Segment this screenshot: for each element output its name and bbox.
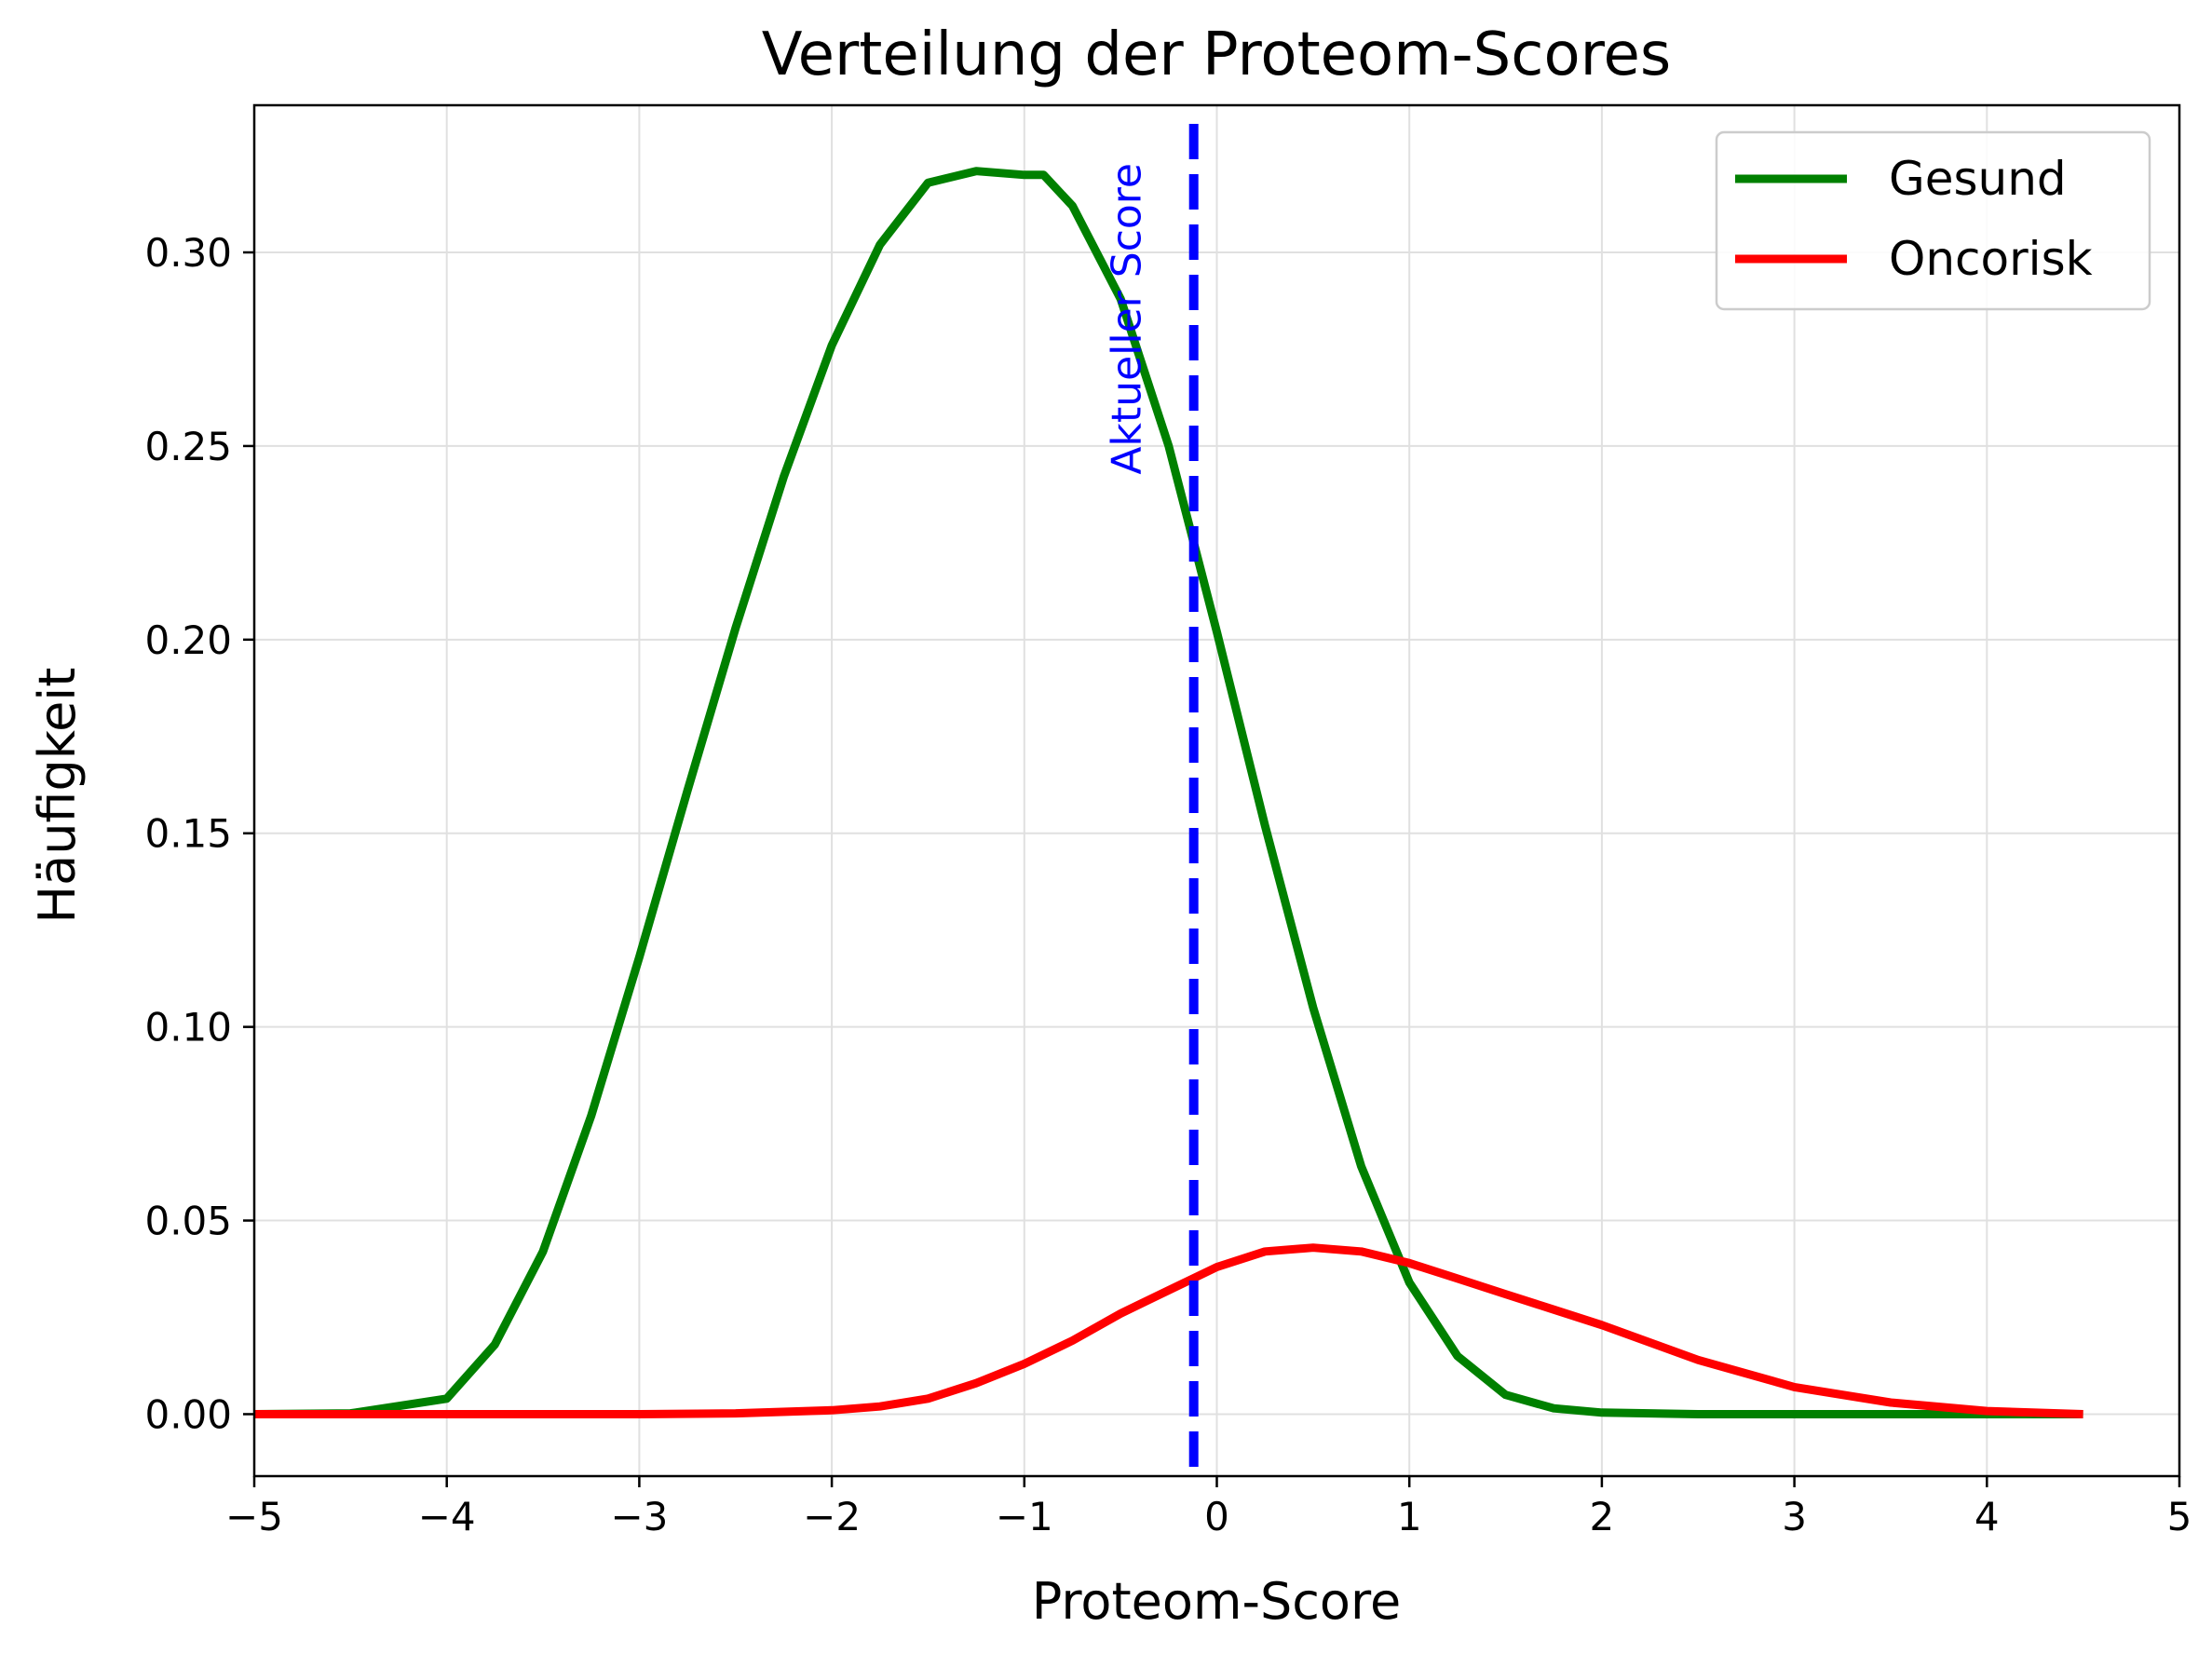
y-tick-label: 0.10	[144, 1005, 232, 1051]
plot-layer: Aktueller Score	[253, 124, 2083, 1476]
current-score-label: Aktueller Score	[1104, 163, 1151, 475]
x-tick-label: 4	[1975, 1494, 2000, 1539]
y-tick-label: 0.00	[144, 1391, 232, 1437]
x-tick-label: 3	[1782, 1494, 1807, 1539]
x-tick-label: −3	[610, 1494, 668, 1539]
legend-label-gesund: Gesund	[1889, 152, 2067, 206]
x-tick-label: −4	[418, 1494, 476, 1539]
x-tick-label: −2	[803, 1494, 861, 1539]
x-tick-label: 2	[1590, 1494, 1615, 1539]
y-tick-label: 0.05	[144, 1199, 232, 1244]
ticks-layer: −5 −4 −3 −2 −1 0 1 2 3 4 5 0.00 0.05 0.10 0.15 0.20 0.25…	[144, 230, 2192, 1539]
y-tick-label: 0.20	[144, 617, 232, 663]
x-tick-label: −1	[996, 1494, 1053, 1539]
x-tick-label: 5	[2167, 1494, 2192, 1539]
x-axis-label: Proteom-Score	[1032, 1572, 1401, 1631]
x-tick-label: −5	[225, 1494, 283, 1539]
y-tick-label: 0.25	[144, 424, 232, 469]
y-tick-label: 0.30	[144, 230, 232, 276]
y-axis-label: Häufigkeit	[28, 668, 87, 924]
x-tick-label: 0	[1204, 1494, 1229, 1539]
legend: Gesund Oncorisk	[1715, 130, 2151, 311]
legend-label-oncorisk: Oncorisk	[1889, 232, 2093, 286]
chart-title: Verteilung der Proteom-Scores	[762, 20, 1671, 89]
x-tick-label: 1	[1397, 1494, 1422, 1539]
series-line-oncorisk	[254, 1243, 2083, 1418]
y-tick-label: 0.15	[144, 811, 232, 857]
series-line-gesund	[253, 167, 2083, 1418]
